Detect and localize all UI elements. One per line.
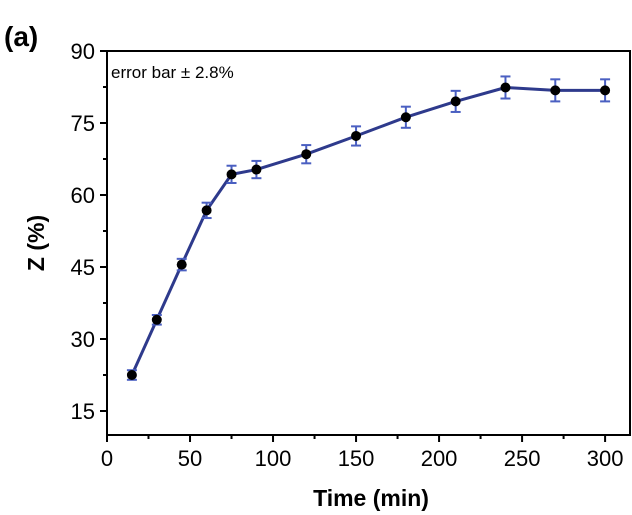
y-tick-label: 45 [71, 255, 95, 280]
x-tick-label: 250 [504, 446, 541, 471]
series-line [130, 86, 606, 376]
y-tick-label: 75 [71, 111, 95, 136]
data-point [550, 85, 561, 96]
data-series [126, 75, 611, 381]
x-axis-title: Time (min) [313, 485, 429, 511]
x-tick-label: 100 [255, 446, 292, 471]
error-bar-annotation: error bar ± 2.8% [111, 63, 234, 82]
data-point [301, 149, 312, 160]
x-tick-label: 50 [178, 446, 202, 471]
y-axis-title: Z (%) [23, 215, 49, 271]
panel-label: (a) [4, 21, 38, 52]
x-tick-label: 300 [587, 446, 624, 471]
axes: 0 50 100 150 200 250 300 15 30 45 60 75 90 [71, 39, 624, 471]
data-point [600, 85, 611, 96]
y-tick-label: 15 [71, 399, 95, 424]
y-tick-label: 60 [71, 183, 95, 208]
data-point [176, 259, 187, 270]
data-point [351, 130, 362, 141]
x-tick-label: 0 [101, 446, 113, 471]
data-point [251, 164, 262, 175]
plot-frame [106, 50, 631, 436]
x-tick-label: 150 [338, 446, 375, 471]
y-tick-label: 90 [71, 39, 95, 64]
x-tick-label: 200 [421, 446, 458, 471]
data-point [201, 205, 212, 216]
data-point [500, 82, 511, 93]
data-point [400, 112, 411, 123]
data-point [226, 169, 237, 180]
data-point [450, 96, 461, 107]
data-point [126, 370, 137, 380]
y-tick-label: 30 [71, 327, 95, 352]
data-point [151, 314, 162, 325]
